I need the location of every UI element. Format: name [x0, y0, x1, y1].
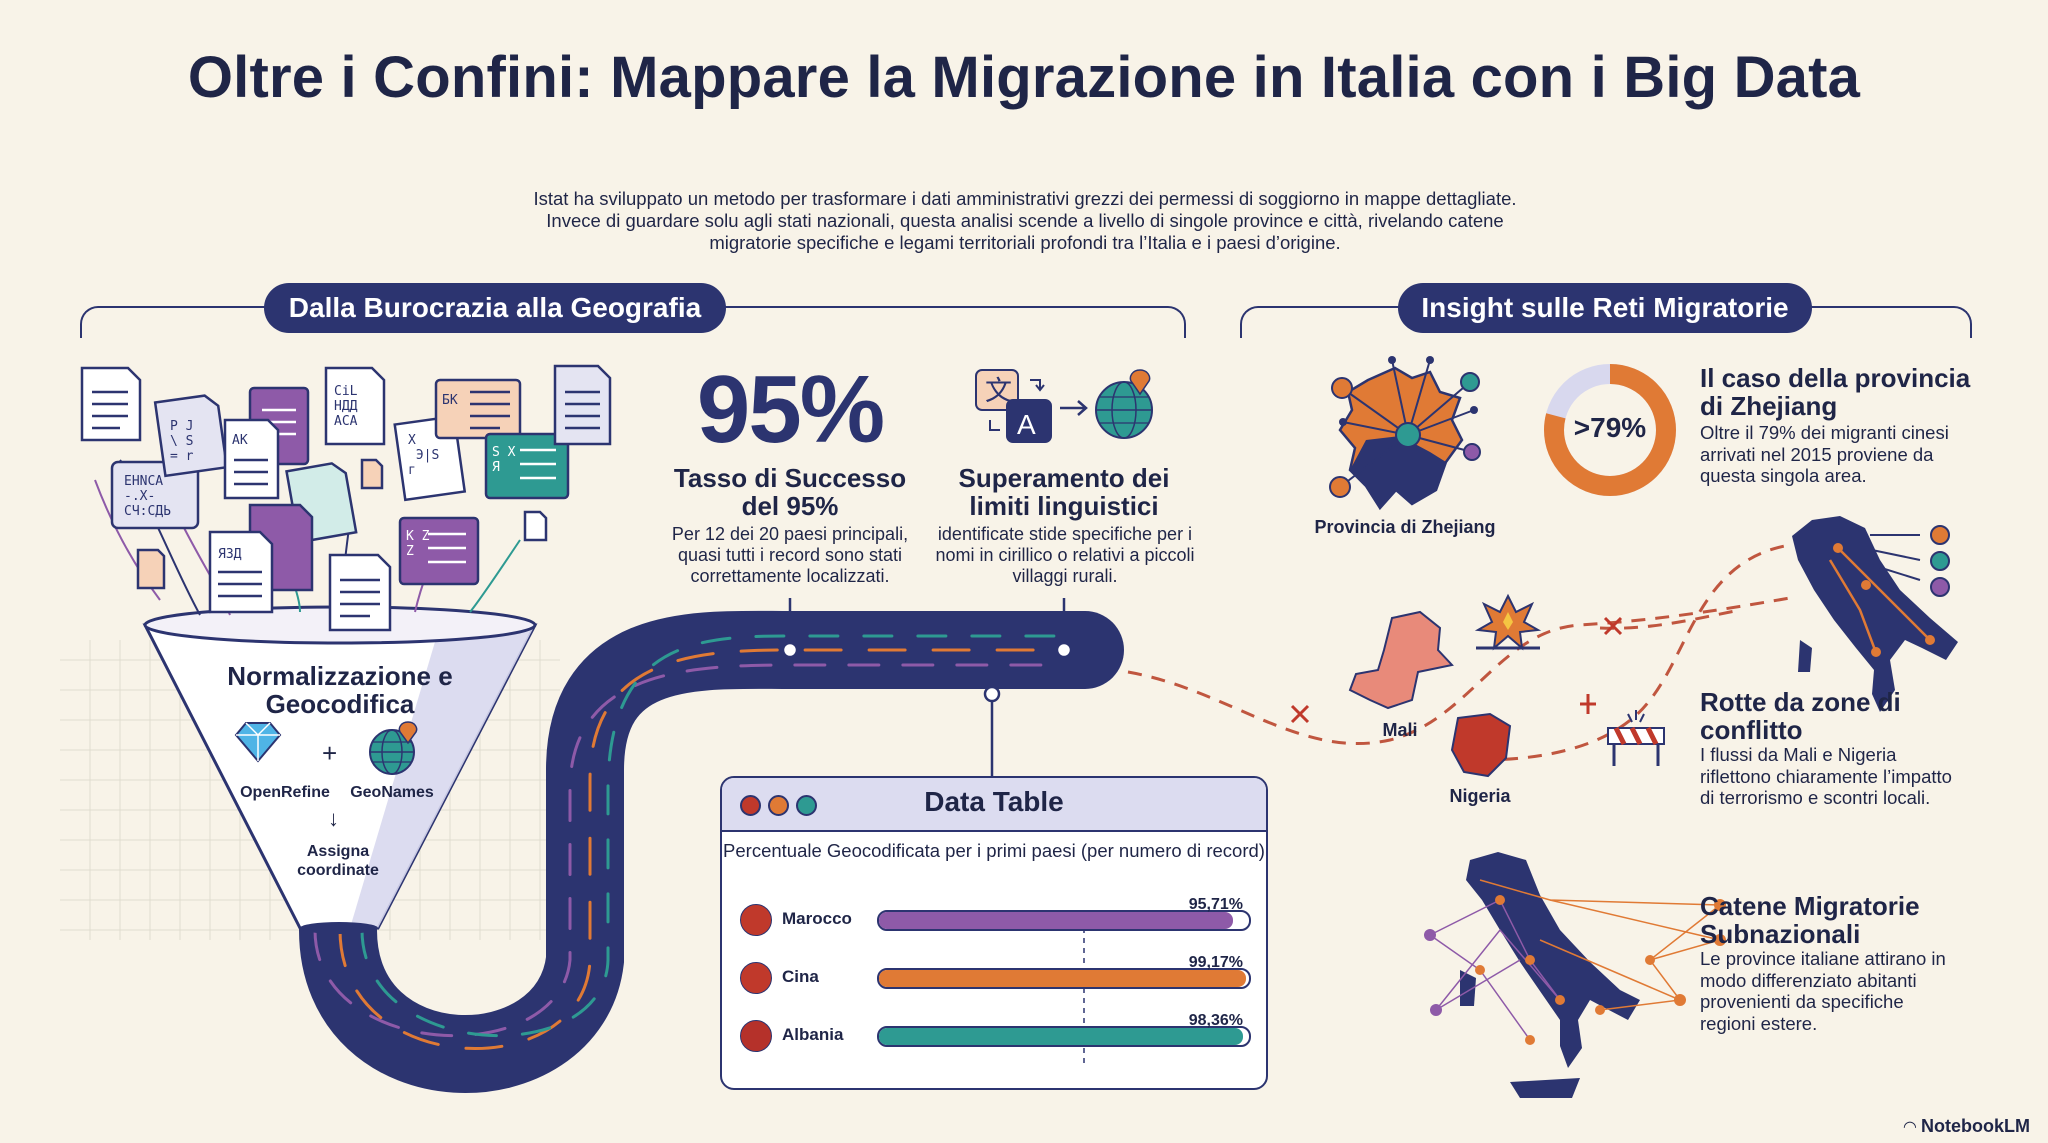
country-name: Albania — [782, 1025, 844, 1044]
progress-bar: 95,71% — [877, 896, 1251, 931]
intro-text: Istat ha sviluppato un metodo per trasfo… — [533, 188, 1517, 253]
doc-glyph: БК — [442, 393, 458, 408]
translate-glyph-latin: A — [1017, 409, 1036, 440]
arrow-right-icon — [1060, 400, 1088, 416]
document-icon — [110, 460, 200, 530]
stat-text: Per 12 dei 20 paesi principali, quasi tu… — [671, 524, 909, 586]
window-dot-orange — [768, 795, 789, 816]
document-icon — [484, 432, 570, 500]
window-dot-red — [740, 795, 761, 816]
progress-bar: 98,36% — [877, 1012, 1251, 1047]
mali-shape — [1348, 610, 1454, 710]
tool-openrefine: OpenRefine — [240, 784, 330, 801]
conflict-text: I flussi da Mali e Nigeria riflettono ch… — [1700, 744, 1952, 808]
donut-value: >79% — [1573, 412, 1647, 443]
mali-label: Mali — [1382, 720, 1418, 740]
lang-text: identificate stide specifiche per i nomi… — [935, 524, 1195, 586]
flow-arrows — [313, 634, 1062, 1051]
progress-fill — [879, 912, 1234, 929]
nigeria-shape — [1450, 712, 1512, 778]
document-icon — [553, 364, 612, 446]
document-icon — [80, 366, 142, 442]
table-row: Marocco 95,71% — [740, 896, 1251, 936]
document-icon — [360, 458, 384, 490]
country-flag-icon — [740, 962, 772, 994]
zhejiang-map — [1329, 356, 1481, 511]
data-table-title: Data Table — [924, 786, 1064, 817]
donut-chart — [1544, 364, 1676, 496]
translate-glyph-cjk: 文 — [985, 376, 1012, 407]
chains-title: Catene Migratorie Subnazionali — [1700, 891, 1920, 949]
document-icon — [398, 516, 480, 586]
doc-glyph: P J \ S = r — [170, 419, 194, 464]
left-section-heading: Dalla Burocrazia alla Geografia — [264, 283, 726, 333]
data-pipe — [299, 610, 1119, 1093]
progress-value: 95,71% — [1188, 896, 1243, 913]
doc-glyph: ЯЗД — [218, 547, 242, 562]
data-table-subtitle: Percentuale Geocodificata per i primi pa… — [723, 840, 1265, 861]
progress-fill — [879, 970, 1246, 987]
globe-pin-icon — [1095, 369, 1153, 439]
route-cross-icon — [1290, 616, 1623, 724]
tool-geonames: GeoNames — [350, 784, 434, 801]
document-icon — [434, 378, 522, 440]
pipeline-illustration: EHNCA -.X-CЧ:CДЬ P J \ S = r АК CiL HДД ACA Б… — [60, 364, 1153, 1093]
insights-illustration — [1127, 356, 1958, 1098]
right-section-heading: Insight sulle Reti Migratorie — [1398, 283, 1812, 333]
down-arrow-icon: ↓ — [328, 806, 339, 831]
doc-glyph: X Э|S г — [408, 433, 439, 478]
zhejiang-text: Oltre il 79% dei migranti cinesi arrivat… — [1700, 422, 1949, 486]
funnel-step: Assigna coordinate — [297, 843, 379, 879]
conflict-routes — [1127, 543, 1791, 762]
brand-name: NotebookLM — [1921, 1116, 2030, 1136]
table-row: Albania 98,36% — [740, 1012, 1251, 1052]
country-name: Marocco — [782, 909, 852, 928]
data-table-titlebar: Data Table — [722, 778, 1266, 832]
nigeria-label: Nigeria — [1449, 786, 1511, 806]
document-glyphs: EHNCA -.X-CЧ:CДЬ P J \ S = r АК CiL HДД ACA Б… — [124, 384, 516, 562]
doc-glyph: EHNCA -.X-CЧ:CДЬ — [124, 474, 171, 519]
openrefine-gem-icon — [234, 722, 282, 763]
progress-value: 99,17% — [1188, 954, 1243, 971]
funnel-title: Normalizzazione e Geocodifica — [227, 661, 453, 719]
lang-title: Superamento dei limiti linguistici — [958, 463, 1170, 521]
country-flag-icon — [740, 1020, 772, 1052]
document-icon — [208, 530, 274, 614]
chains-text: Le province italiane attirano in modo di… — [1700, 948, 1946, 1034]
country-flag-icon — [740, 904, 772, 936]
conflict-title: Rotte da zone di conflitto — [1700, 687, 1901, 745]
translate-icon — [975, 369, 1052, 443]
table-row: Cina 99,17% — [740, 954, 1251, 994]
doc-glyph: АК — [232, 433, 248, 448]
notebooklm-icon: ◠ — [1903, 1119, 1916, 1136]
progress-bar: 99,17% — [877, 954, 1251, 989]
brand-logo: ◠ NotebookLM — [1904, 1116, 2030, 1137]
progress-value: 98,36% — [1188, 1012, 1243, 1029]
progress-fill — [879, 1028, 1243, 1045]
stat-title: Tasso di Successo del 95% — [673, 463, 907, 521]
italy-map-conflict — [1792, 516, 1958, 712]
document-icon — [523, 510, 548, 542]
zhejiang-map-label: Provincia di Zhejiang — [1314, 517, 1496, 537]
explosion-icon — [1474, 593, 1542, 651]
window-dot-teal — [796, 795, 817, 816]
roadblock-icon — [1607, 710, 1665, 766]
zhejiang-title: Il caso della provincia di Zhejiang — [1700, 363, 1971, 421]
data-table-window: Data Table Percentuale Geocodificata per… — [720, 776, 1268, 1090]
document-icon — [153, 394, 229, 478]
document-icon — [324, 366, 386, 446]
italy-map-chains — [1424, 852, 1726, 1098]
page-title: Oltre i Confini: Mappare la Migrazione i… — [187, 45, 1861, 110]
plus-sign: + — [322, 738, 338, 768]
country-name: Cina — [782, 967, 819, 986]
document-icon — [328, 553, 392, 632]
document-cloud — [80, 364, 612, 632]
stat-value: 95% — [696, 356, 885, 463]
doc-glyph: CiL HДД ACA — [334, 384, 358, 429]
document-icon — [136, 548, 166, 590]
document-icon — [223, 418, 280, 500]
geonames-globe-icon — [369, 721, 418, 775]
